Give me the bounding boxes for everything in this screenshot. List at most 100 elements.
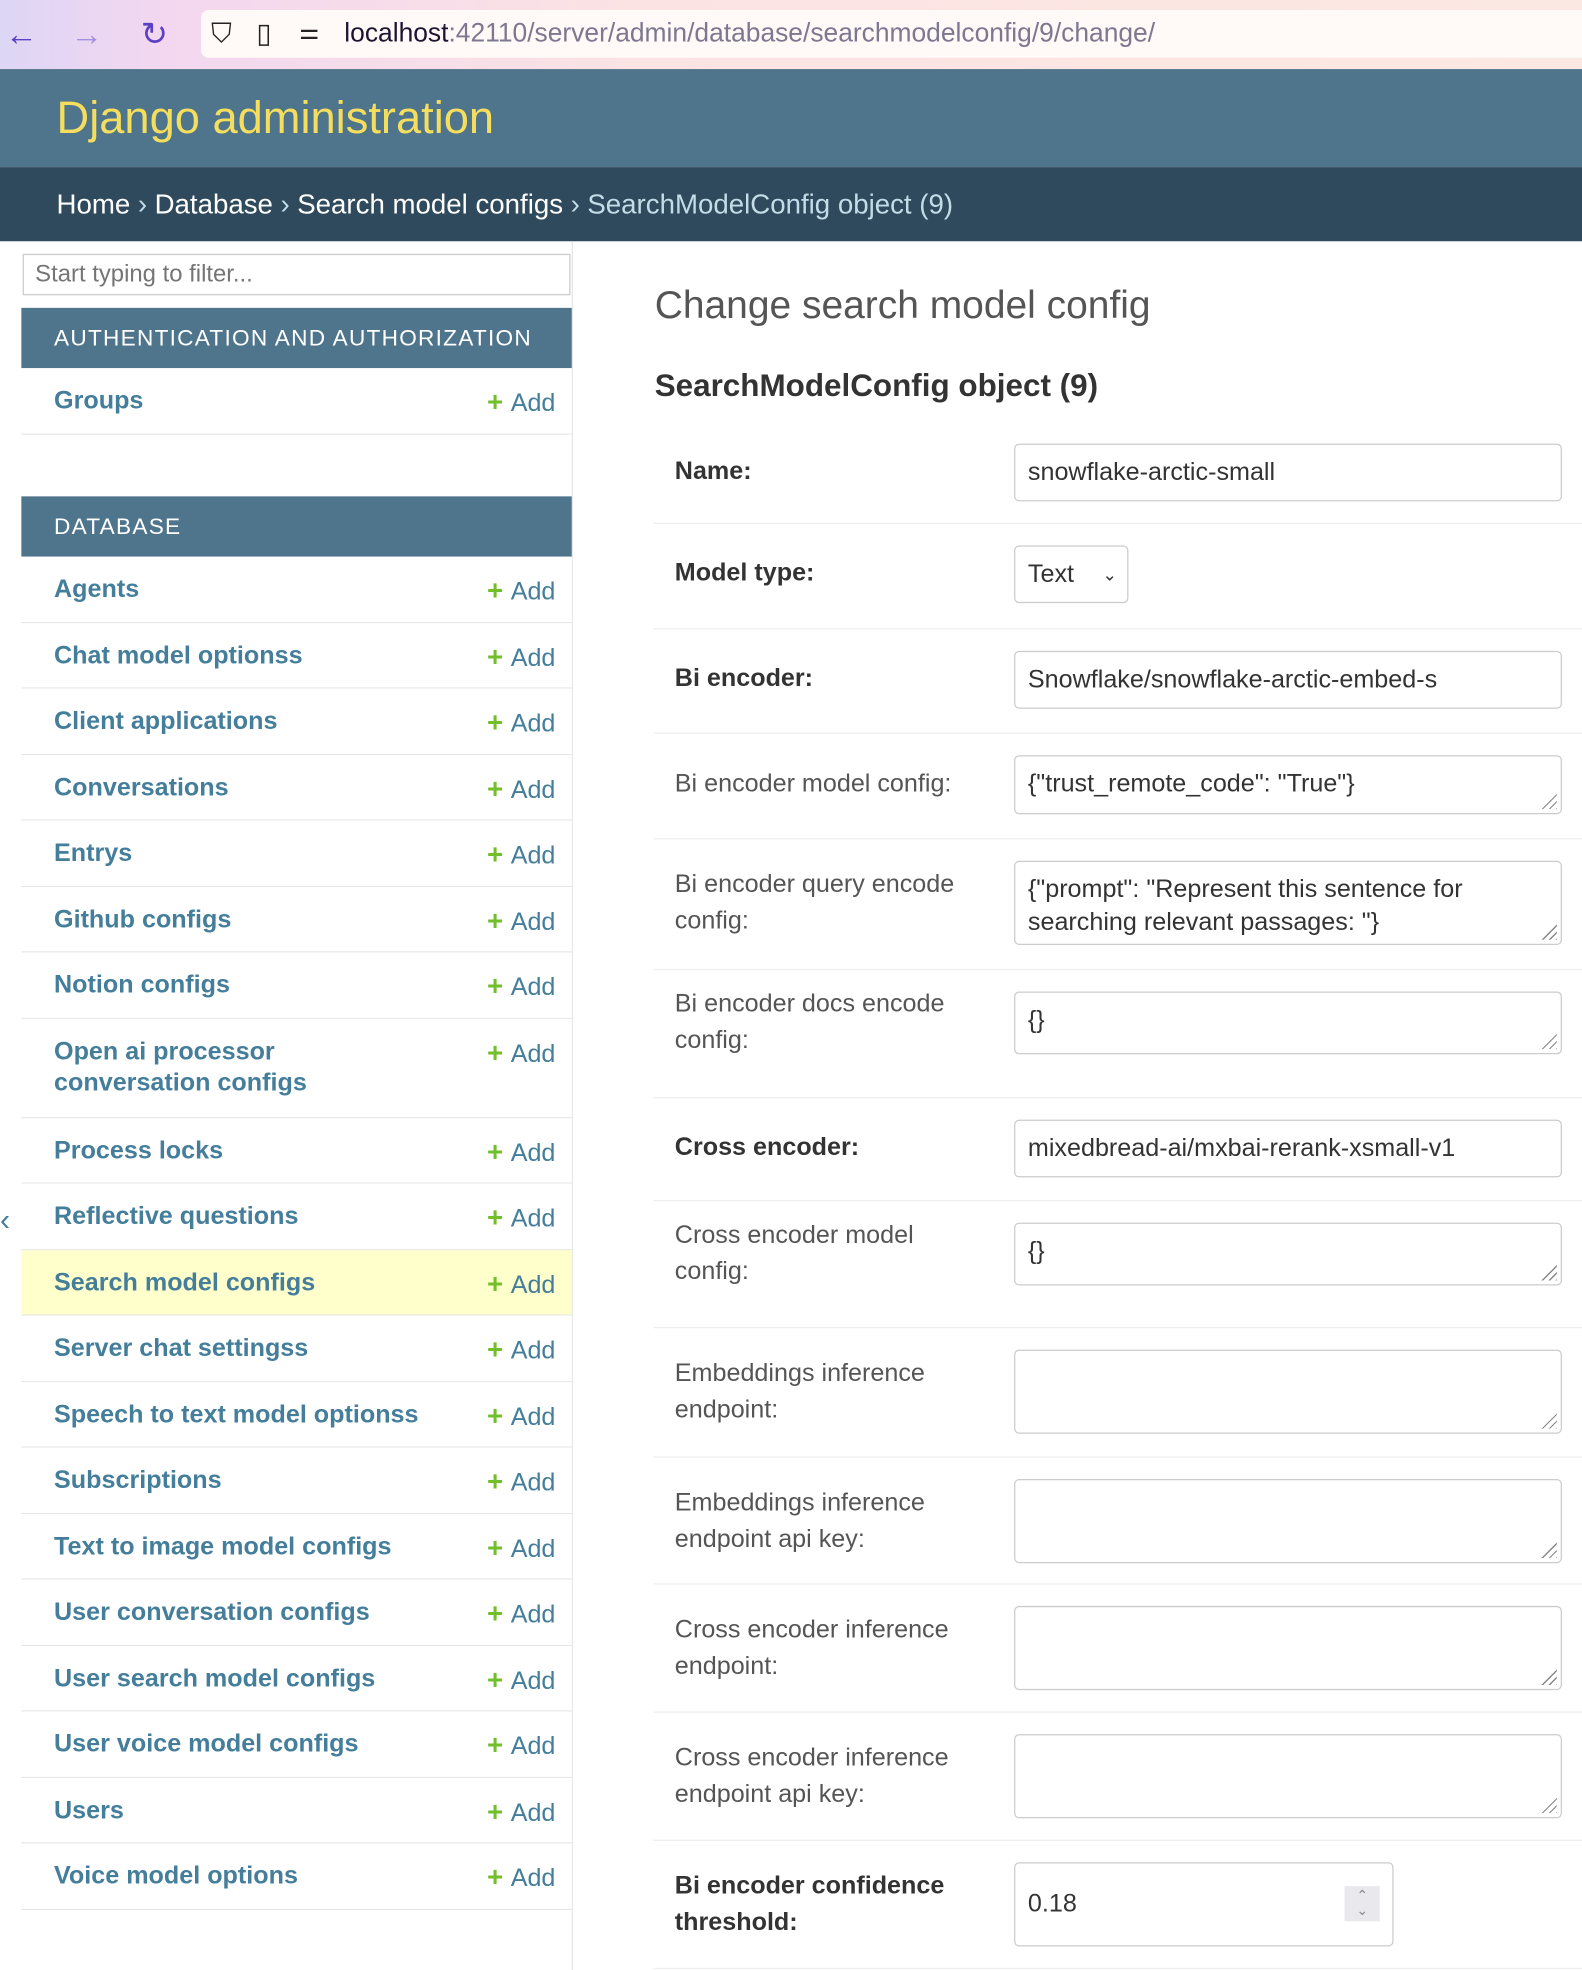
breadcrumb-database[interactable]: Database [154, 188, 273, 220]
sidebar-item-link[interactable]: User conversation configs [54, 1598, 370, 1627]
resize-handle-icon[interactable] [1539, 1031, 1557, 1050]
add-button[interactable]: + Add [487, 1465, 555, 1498]
cross-encoder-input[interactable]: mixedbread-ai/mxbai-rerank-xsmall-v1 [1014, 1119, 1562, 1178]
sidebar-item-link[interactable]: Groups [54, 387, 144, 415]
bi-encoder-input[interactable]: Snowflake/snowflake-arctic-embed-s [1014, 650, 1562, 709]
cross-encoder-model-config-textarea[interactable]: {} [1014, 1222, 1562, 1286]
add-button[interactable]: + Add [487, 1531, 555, 1564]
model-type-select[interactable]: Text ⌄ [1014, 545, 1129, 604]
resize-handle-icon[interactable] [1539, 1540, 1557, 1559]
sidebar-item-link[interactable]: User search model configs [54, 1664, 376, 1693]
sidebar-item-link[interactable]: Server chat settingss [54, 1334, 309, 1363]
bi-encoder-docs-encode-config-textarea[interactable]: {} [1014, 991, 1562, 1055]
sidebar-item-link[interactable]: Open ai processor conversation configs [54, 1037, 307, 1097]
reload-icon[interactable]: ↻ [140, 15, 169, 53]
breadcrumb-home[interactable]: Home [56, 188, 131, 220]
add-label: Add [510, 1205, 556, 1233]
bi-encoder-model-config-textarea[interactable]: {"trust_remote_code": "True"} [1014, 755, 1562, 815]
add-button[interactable]: + Add [487, 1267, 555, 1300]
resize-handle-icon[interactable] [1539, 1795, 1557, 1814]
add-button[interactable]: + Add [487, 1795, 555, 1828]
sidebar-item-link[interactable]: Process locks [54, 1136, 224, 1165]
url-text[interactable]: localhost:42110/server/admin/database/se… [344, 19, 1155, 49]
site-title[interactable]: Django administration [56, 91, 495, 144]
name-input[interactable]: snowflake-arctic-small [1014, 443, 1562, 502]
module-caption-database[interactable]: DATABASE [21, 496, 572, 557]
sidebar-item-link[interactable]: Speech to text model optionss [54, 1400, 419, 1429]
bi-encoder-query-encode-config-textarea[interactable]: {"prompt": "Represent this sentence for … [1014, 860, 1562, 945]
cross-encoder-inference-endpoint-textarea[interactable] [1014, 1605, 1562, 1691]
shield-icon: ⛉ [211, 17, 232, 50]
resize-handle-icon[interactable] [1539, 791, 1557, 810]
textarea-value: {} [1027, 1237, 1045, 1266]
add-button[interactable]: + Add [487, 772, 555, 805]
sidebar-item-link[interactable]: Voice model options [54, 1862, 298, 1890]
address-bar[interactable] [201, 10, 1582, 58]
add-button[interactable]: + Add [487, 1135, 555, 1168]
form-row-cross-encoder-inference-endpoint-api-key: Cross encoder inference endpoint api key… [653, 1713, 1582, 1841]
add-button[interactable]: + Add [487, 1861, 555, 1894]
number-spinner-icon[interactable]: ⌃ ⌄ [1344, 1886, 1380, 1922]
sidebar-item-voice-model-options: Voice model options + Add [21, 1843, 572, 1910]
back-icon[interactable]: ← [5, 15, 38, 53]
sidebar-item-link[interactable]: Agents [54, 575, 140, 604]
plus-icon: + [486, 1729, 504, 1761]
sidebar-item-link[interactable]: Entrys [54, 839, 133, 868]
resize-handle-icon[interactable] [1539, 922, 1557, 940]
sidebar-item-link[interactable]: Chat model optionss [54, 641, 303, 670]
add-button[interactable]: + Add [487, 1399, 555, 1432]
add-label: Add [510, 1271, 556, 1299]
sidebar-item-link[interactable]: Text to image model configs [54, 1532, 392, 1561]
form-row-bi-encoder-query-encode-config: Bi encoder query encode config: {"prompt"… [653, 839, 1582, 971]
form-row-embeddings-inference-endpoint-api-key: Embeddings inference endpoint api key: [653, 1458, 1582, 1585]
sidebar-item-chat-model-optionss: Chat model optionss + Add [21, 622, 572, 689]
add-button[interactable]: + Add [487, 706, 555, 739]
add-label: Add [510, 1798, 556, 1827]
sidebar-item-agents: Agents + Add [21, 556, 572, 623]
add-button[interactable]: + Add [487, 1729, 555, 1762]
forward-icon[interactable]: → [70, 15, 104, 53]
add-label: Add [510, 1468, 556, 1497]
breadcrumb-search-model-configs[interactable]: Search model configs [297, 188, 564, 220]
sidebar-toggle-button[interactable]: ‹ [0, 1203, 11, 1238]
add-button[interactable]: + Add [487, 574, 555, 607]
sidebar-item-link[interactable]: Client applications [54, 707, 278, 736]
add-button[interactable]: + Add [487, 1597, 555, 1630]
resize-handle-icon[interactable] [1539, 1411, 1557, 1429]
add-button[interactable]: + Add [487, 1036, 555, 1069]
permissions-icon[interactable]: ⚌ [299, 18, 320, 44]
add-button[interactable]: + Add [487, 904, 555, 937]
sidebar-item-link[interactable]: Reflective questions [54, 1202, 299, 1231]
url-path: :42110/server/admin/database/searchmodel… [448, 18, 1156, 48]
sidebar-item-link[interactable]: Conversations [54, 773, 229, 802]
embeddings-inference-endpoint-textarea[interactable] [1014, 1349, 1562, 1434]
form-row-embeddings-inference-endpoint: Embeddings inference endpoint: [653, 1328, 1582, 1458]
resize-handle-icon[interactable] [1539, 1667, 1557, 1686]
add-button[interactable]: + Add [487, 386, 555, 419]
sidebar-item-open-ai-processor-conversation-configs: Open ai processor conversation configs +… [21, 1018, 572, 1118]
plus-icon: + [486, 1597, 504, 1629]
form-row-bi-encoder: Bi encoder: Snowflake/snowflake-arctic-em… [653, 630, 1582, 734]
add-button[interactable]: + Add [487, 838, 555, 871]
plus-icon: + [486, 970, 504, 1002]
sidebar-item-link[interactable]: Github configs [54, 905, 232, 934]
plus-icon: + [486, 1036, 504, 1068]
add-button[interactable]: + Add [487, 1663, 555, 1696]
embeddings-inference-endpoint-api-key-textarea[interactable] [1014, 1479, 1562, 1564]
add-label: Add [510, 709, 556, 738]
sidebar-item-link[interactable]: Search model configs [54, 1268, 316, 1297]
sidebar-item-link[interactable]: Notion configs [54, 971, 230, 999]
sidebar-item-link[interactable]: Subscriptions [54, 1466, 222, 1495]
module-caption-authentication-and-authorization[interactable]: AUTHENTICATION AND AUTHORIZATION [21, 307, 572, 369]
bi-encoder-confidence-threshold-input[interactable]: 0.18 ⌃ ⌄ [1014, 1862, 1394, 1947]
add-button[interactable]: + Add [487, 1201, 555, 1234]
sidebar-filter-input[interactable] [22, 253, 571, 296]
sidebar-item-link[interactable]: User voice model configs [54, 1730, 359, 1758]
add-button[interactable]: + Add [487, 970, 555, 1003]
sidebar-item-link[interactable]: Users [54, 1796, 124, 1824]
cross-encoder-inference-endpoint-api-key-textarea[interactable] [1014, 1734, 1562, 1819]
add-button[interactable]: + Add [487, 1333, 555, 1366]
add-button[interactable]: + Add [487, 640, 555, 673]
resize-handle-icon[interactable] [1539, 1262, 1557, 1281]
field-label: Model type: [674, 559, 815, 587]
